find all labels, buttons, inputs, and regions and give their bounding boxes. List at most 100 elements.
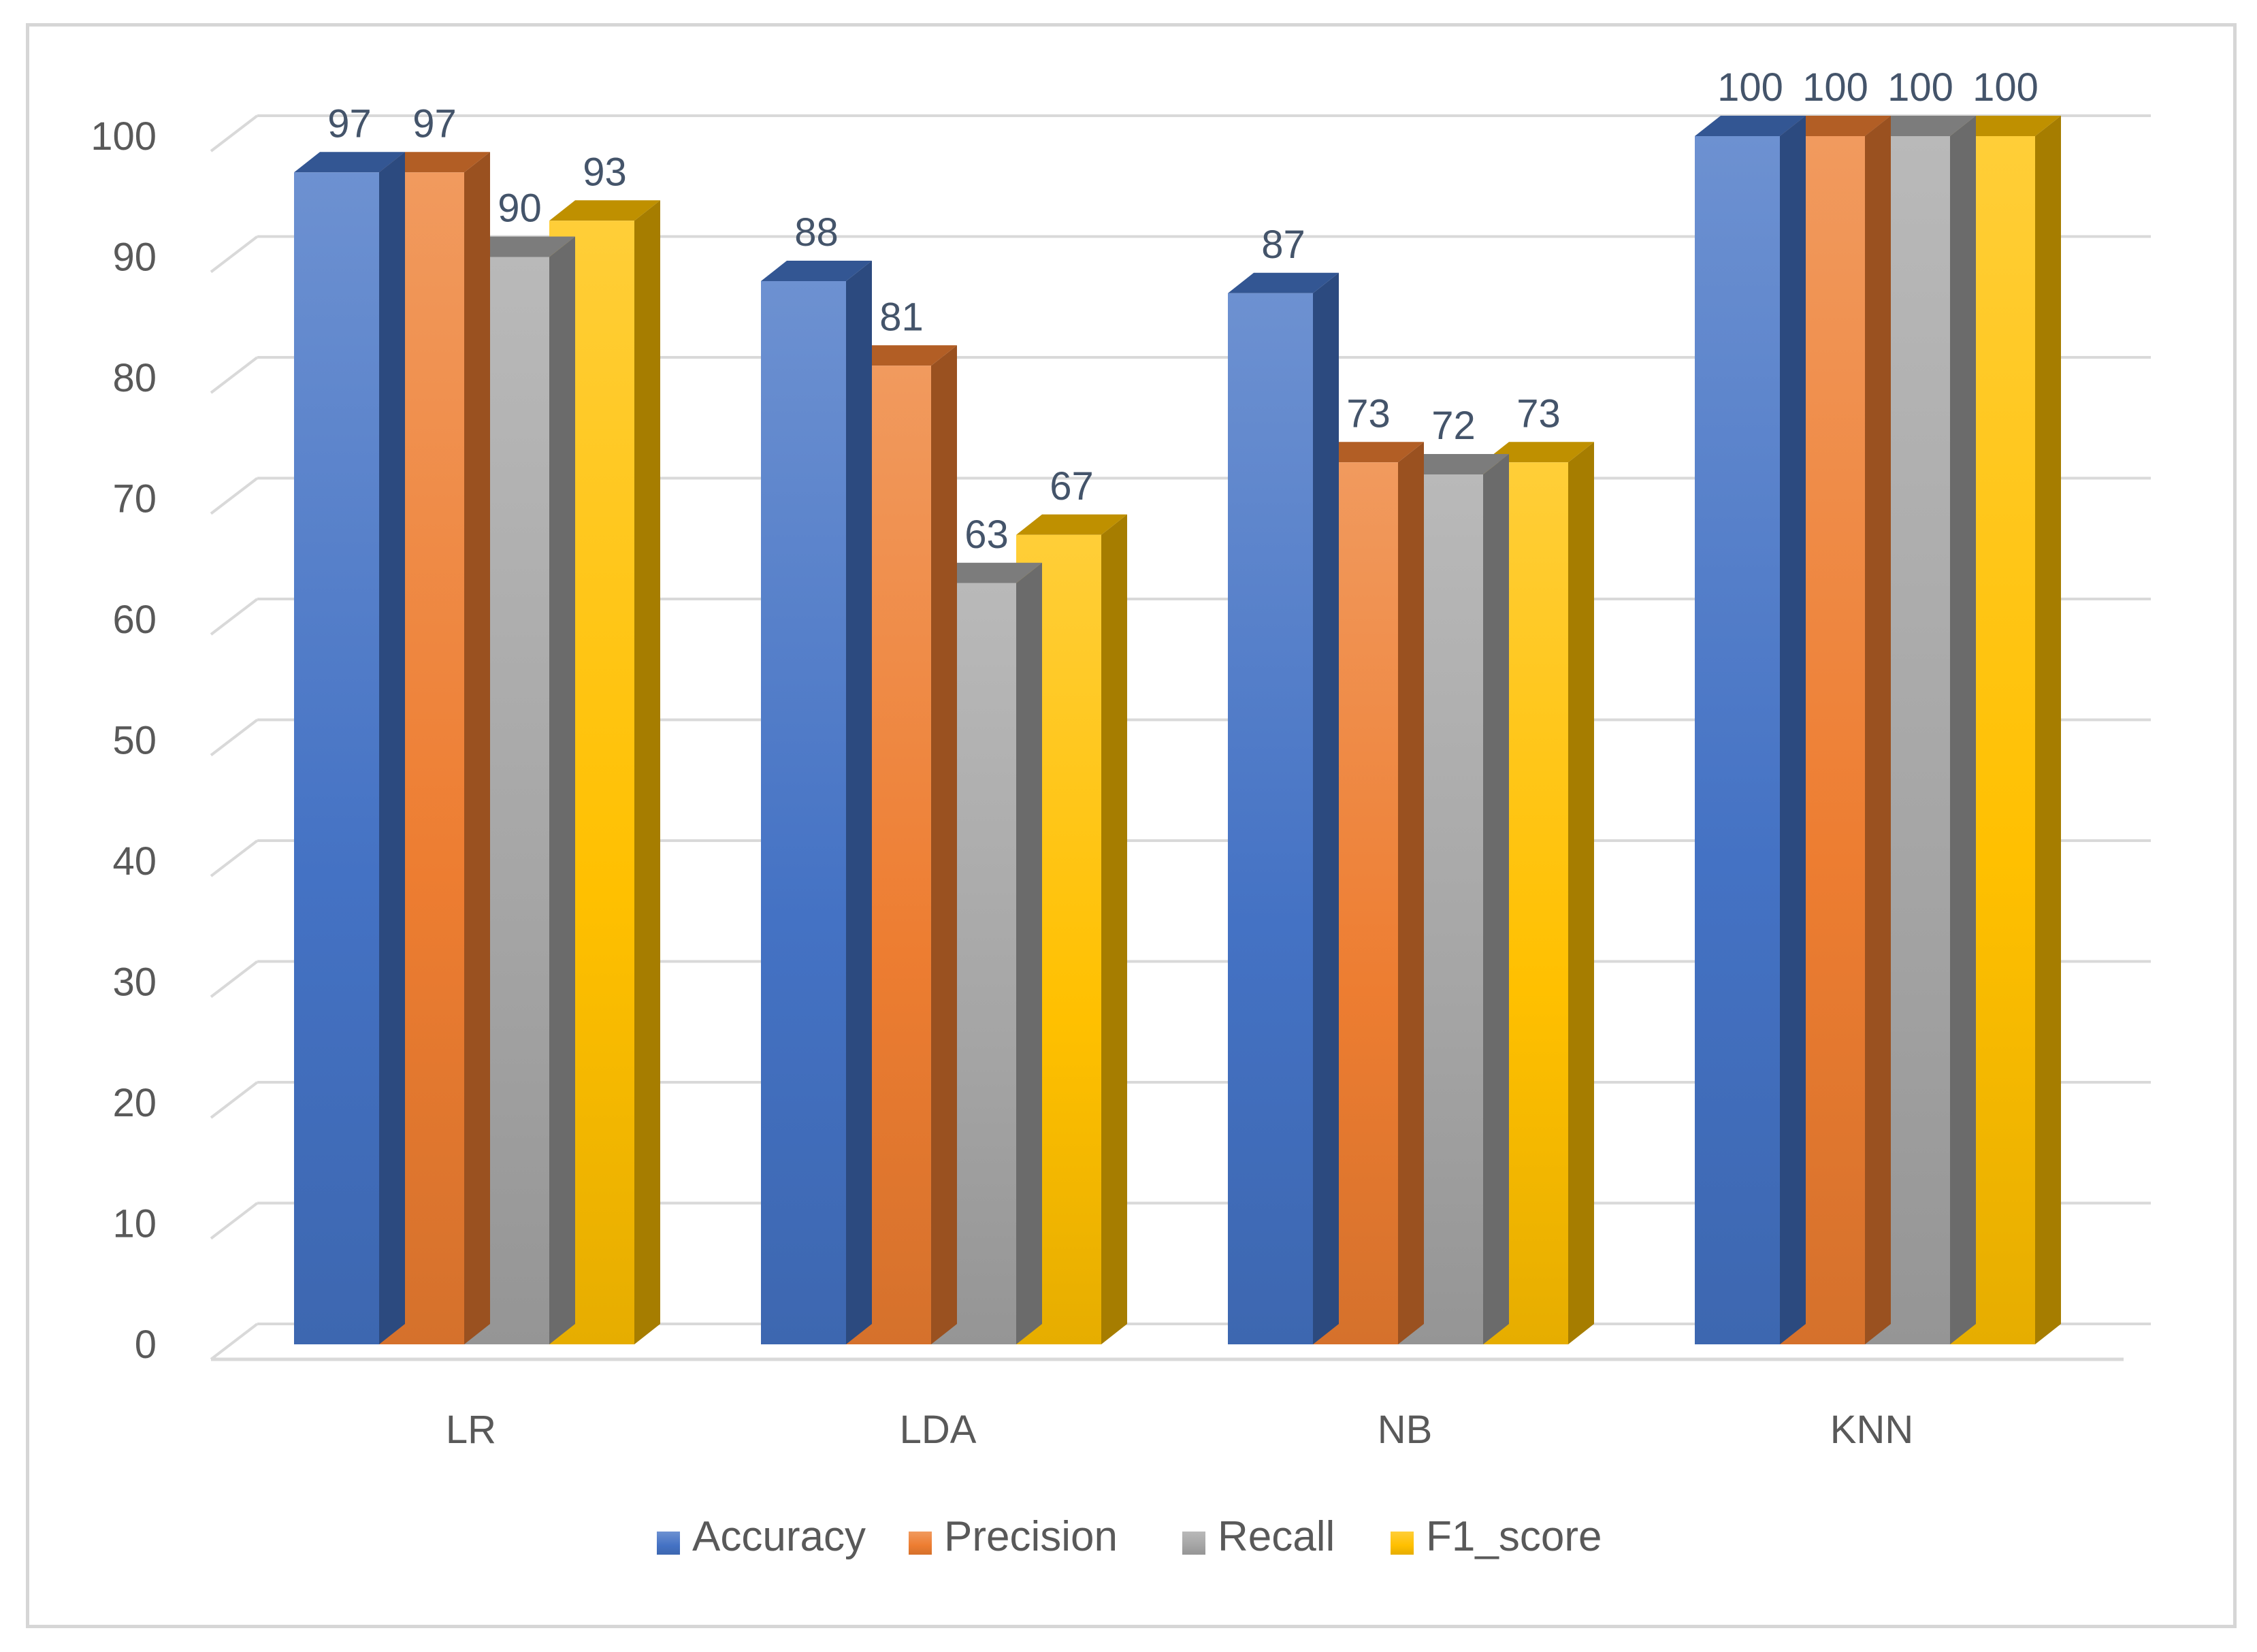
- gridline-depth: [210, 1323, 259, 1361]
- gridline-depth: [210, 114, 259, 152]
- gridline-depth: [210, 356, 259, 394]
- data-label: 73: [1346, 391, 1391, 436]
- y-tick-label: 20: [112, 1081, 157, 1125]
- bar-side: [1016, 562, 1042, 1344]
- bar-side: [846, 261, 872, 1344]
- y-tick-label: 80: [112, 356, 157, 400]
- legend-item-recall[interactable]: Recall: [1182, 1513, 1335, 1560]
- bar-top: [1695, 116, 1806, 136]
- data-labels: 97 97 90 93 88 81 63 67 87 73 72 73 100 100 100 100: [327, 65, 2039, 557]
- bar-top: [379, 152, 490, 173]
- y-tick-label: 50: [112, 719, 157, 763]
- legend-item-precision[interactable]: Precision: [909, 1513, 1118, 1560]
- x-axis-category-labels: LR LDA NB KNN: [446, 1408, 1913, 1452]
- bar-top: [1016, 514, 1127, 535]
- legend-swatch: [909, 1532, 932, 1555]
- data-label: 88: [794, 210, 839, 255]
- bar-top: [1228, 272, 1339, 293]
- y-tick-label: 60: [112, 598, 157, 642]
- data-label: 67: [1050, 464, 1094, 508]
- bar-side: [464, 152, 490, 1344]
- data-label: 93: [583, 150, 627, 194]
- gridline-depth: [210, 960, 259, 999]
- data-label: 73: [1516, 391, 1561, 436]
- bar-side: [379, 152, 405, 1344]
- data-label: 97: [327, 101, 372, 146]
- bar-front: [294, 172, 379, 1344]
- bar-top: [1865, 116, 1976, 136]
- data-label: 100: [1972, 65, 2039, 110]
- bar-side: [1568, 442, 1594, 1344]
- gridline-depth: [210, 598, 259, 636]
- bar-front: [761, 281, 846, 1344]
- x-category-label: LDA: [900, 1408, 977, 1452]
- legend-swatch: [657, 1532, 680, 1555]
- bar-side: [931, 345, 957, 1344]
- bars: [294, 116, 2061, 1344]
- y-tick-label: 10: [112, 1202, 157, 1246]
- gridline-depth: [210, 718, 259, 757]
- legend-label: F1_score: [1426, 1513, 1602, 1560]
- bar-side: [1398, 442, 1424, 1344]
- legend-label: Accuracy: [692, 1513, 866, 1560]
- bar-top: [846, 345, 957, 366]
- x-category-label: NB: [1378, 1408, 1433, 1452]
- data-label: 72: [1431, 404, 1476, 448]
- y-tick-label: 90: [112, 236, 157, 280]
- y-tick-label: 100: [91, 114, 157, 159]
- data-label: 81: [879, 295, 924, 339]
- bar-accuracy-lda: [761, 261, 872, 1344]
- bar-side: [1780, 116, 1806, 1344]
- data-label: 97: [412, 101, 457, 146]
- legend: Accuracy Precision Recall F1_score: [657, 1513, 1602, 1560]
- bar-top: [294, 152, 405, 173]
- bar-top: [1313, 442, 1424, 463]
- legend-swatch: [1182, 1532, 1205, 1555]
- bar-side: [1313, 272, 1339, 1344]
- y-tick-label: 0: [135, 1323, 157, 1367]
- bar-side: [1483, 454, 1509, 1344]
- data-label: 90: [498, 187, 542, 231]
- data-label: 100: [1717, 65, 1783, 110]
- legend-swatch: [1391, 1532, 1414, 1555]
- bar-side: [1865, 116, 1891, 1344]
- gridline-depth: [210, 476, 259, 515]
- gridline-depth: [210, 839, 259, 877]
- legend-label: Recall: [1218, 1513, 1335, 1560]
- bar-side: [549, 236, 575, 1344]
- bar-accuracy-lr: [294, 152, 405, 1344]
- bar-top: [761, 261, 872, 281]
- bar-top: [931, 562, 1042, 583]
- gridline-depth: [210, 235, 259, 274]
- y-tick-label: 70: [112, 477, 157, 521]
- bar-front: [1695, 136, 1780, 1344]
- legend-label: Precision: [944, 1513, 1118, 1560]
- bar-accuracy-knn: [1695, 116, 1806, 1344]
- y-tick-label: 40: [112, 839, 157, 884]
- bar-side: [2035, 116, 2061, 1344]
- bar-side: [1101, 514, 1127, 1344]
- data-label: 63: [964, 513, 1009, 557]
- legend-item-f1_score[interactable]: F1_score: [1391, 1513, 1602, 1560]
- gridline-depth: [210, 1201, 259, 1240]
- bar-top: [1950, 116, 2061, 136]
- bar-top: [1780, 116, 1891, 136]
- bar-top: [1483, 442, 1594, 463]
- y-axis-tick-labels: 0 10 20 30 40 50 60 70 80 90 100: [91, 114, 157, 1367]
- y-tick-label: 30: [112, 960, 157, 1005]
- legend-item-accuracy[interactable]: Accuracy: [657, 1513, 866, 1560]
- bar-top: [1398, 454, 1509, 474]
- bar-top: [549, 200, 660, 221]
- bar-accuracy-nb: [1228, 272, 1339, 1344]
- bar-side: [1950, 116, 1976, 1344]
- data-label: 100: [1802, 65, 1868, 110]
- gridline-depth: [210, 1081, 259, 1119]
- bar-side: [634, 200, 660, 1344]
- x-category-label: KNN: [1830, 1408, 1913, 1452]
- bar-top: [464, 236, 575, 257]
- bar-front: [1228, 293, 1313, 1344]
- data-label: 87: [1261, 223, 1305, 267]
- data-label: 100: [1887, 65, 1953, 110]
- x-category-label: LR: [446, 1408, 496, 1452]
